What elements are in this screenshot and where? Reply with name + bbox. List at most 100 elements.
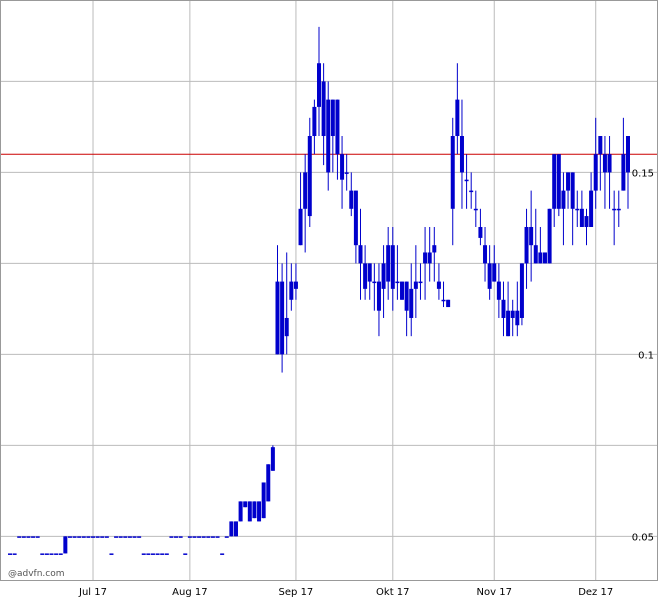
candle-body xyxy=(192,536,197,538)
candle-body xyxy=(206,536,211,538)
candle-body xyxy=(478,226,483,238)
candle-body xyxy=(607,154,612,173)
candle-body xyxy=(566,172,571,191)
candle-body xyxy=(77,536,82,538)
candle-body xyxy=(210,536,215,538)
candle-body xyxy=(104,536,109,538)
candle-body xyxy=(602,154,607,173)
candle-body xyxy=(455,99,460,137)
x-tick-label: Dez 17 xyxy=(578,587,613,598)
candle-body xyxy=(547,208,552,264)
candle-body xyxy=(224,536,229,538)
candle-body xyxy=(367,263,372,282)
candle-body xyxy=(363,263,368,289)
candle-body xyxy=(561,190,566,209)
x-tick-label: Aug 17 xyxy=(172,587,207,598)
candle-body xyxy=(17,536,22,538)
candle-body xyxy=(54,553,59,555)
x-tick-label: Jul 17 xyxy=(78,587,107,598)
candle-body xyxy=(510,310,515,318)
candle-body xyxy=(293,281,298,289)
candle-body xyxy=(459,136,464,173)
candle-body xyxy=(626,136,630,173)
candle-body xyxy=(289,281,294,300)
candle-body xyxy=(529,226,534,246)
candle-body xyxy=(450,136,455,209)
candle-body xyxy=(579,208,584,227)
candle-body xyxy=(187,536,192,538)
candle-body xyxy=(552,154,557,209)
candle-body xyxy=(330,99,335,137)
candle-body xyxy=(67,536,72,538)
candle-body xyxy=(326,99,331,173)
candle-body xyxy=(35,536,40,538)
candle-body xyxy=(593,154,598,191)
candle-body xyxy=(487,263,492,289)
candle-body xyxy=(238,501,243,522)
candle-body xyxy=(409,288,414,318)
candle-body xyxy=(164,553,169,555)
candle-body xyxy=(178,536,183,538)
candle-body xyxy=(303,172,308,209)
candle-body xyxy=(155,553,160,555)
candle-body xyxy=(598,136,603,155)
candle-body xyxy=(229,521,234,537)
candle-body xyxy=(372,281,377,284)
candle-body xyxy=(91,536,96,538)
y-tick-label: 0.05 xyxy=(632,532,654,543)
candle-body xyxy=(395,281,400,284)
candle-body xyxy=(376,281,381,311)
candle-body xyxy=(335,99,340,155)
candle-body xyxy=(81,536,86,538)
candle-body xyxy=(570,172,575,209)
candle-body xyxy=(469,190,474,193)
candle-body xyxy=(49,553,54,555)
candle-body xyxy=(86,536,91,538)
candle-body xyxy=(146,553,151,555)
candle-body xyxy=(542,252,547,264)
candle-body xyxy=(321,81,326,137)
candle-body xyxy=(243,501,248,508)
candle-body xyxy=(141,553,146,555)
candle-body xyxy=(201,536,206,538)
candle-body xyxy=(349,190,354,209)
y-tick-label: 0.1 xyxy=(638,350,654,361)
candle-body xyxy=(556,154,561,209)
candle-body xyxy=(423,252,428,264)
candle-body xyxy=(275,281,280,355)
x-tick-label: Nov 17 xyxy=(477,587,512,598)
candle-body xyxy=(436,281,441,289)
candle-body xyxy=(72,536,77,538)
candle-body xyxy=(312,106,317,137)
candle-body xyxy=(137,536,142,538)
candle-body xyxy=(400,281,405,300)
candle-body xyxy=(266,464,271,502)
candle-body xyxy=(404,281,409,311)
y-tick-label: 0.15 xyxy=(632,168,654,179)
candle-body xyxy=(446,299,451,308)
candle-body xyxy=(432,245,437,253)
candle-body xyxy=(12,553,17,555)
candle-body xyxy=(589,190,594,227)
candle-body xyxy=(533,245,538,264)
candle-body xyxy=(261,482,266,519)
candle-body xyxy=(524,226,529,264)
candle-body xyxy=(220,553,225,555)
candle-body xyxy=(506,310,511,337)
candle-body xyxy=(390,245,395,289)
candle-body xyxy=(8,553,12,555)
x-tick-label: Okt 17 xyxy=(376,587,410,598)
candle-body xyxy=(114,536,119,538)
candle-body xyxy=(118,536,123,538)
candle-body xyxy=(584,216,589,227)
candle-body xyxy=(538,252,543,264)
candle-body xyxy=(492,263,497,282)
candle-body xyxy=(215,536,220,538)
candle-body xyxy=(270,447,275,471)
candle-body xyxy=(150,553,155,555)
candle-body xyxy=(26,536,31,538)
candle-body xyxy=(160,553,165,555)
candle-body xyxy=(40,553,45,555)
